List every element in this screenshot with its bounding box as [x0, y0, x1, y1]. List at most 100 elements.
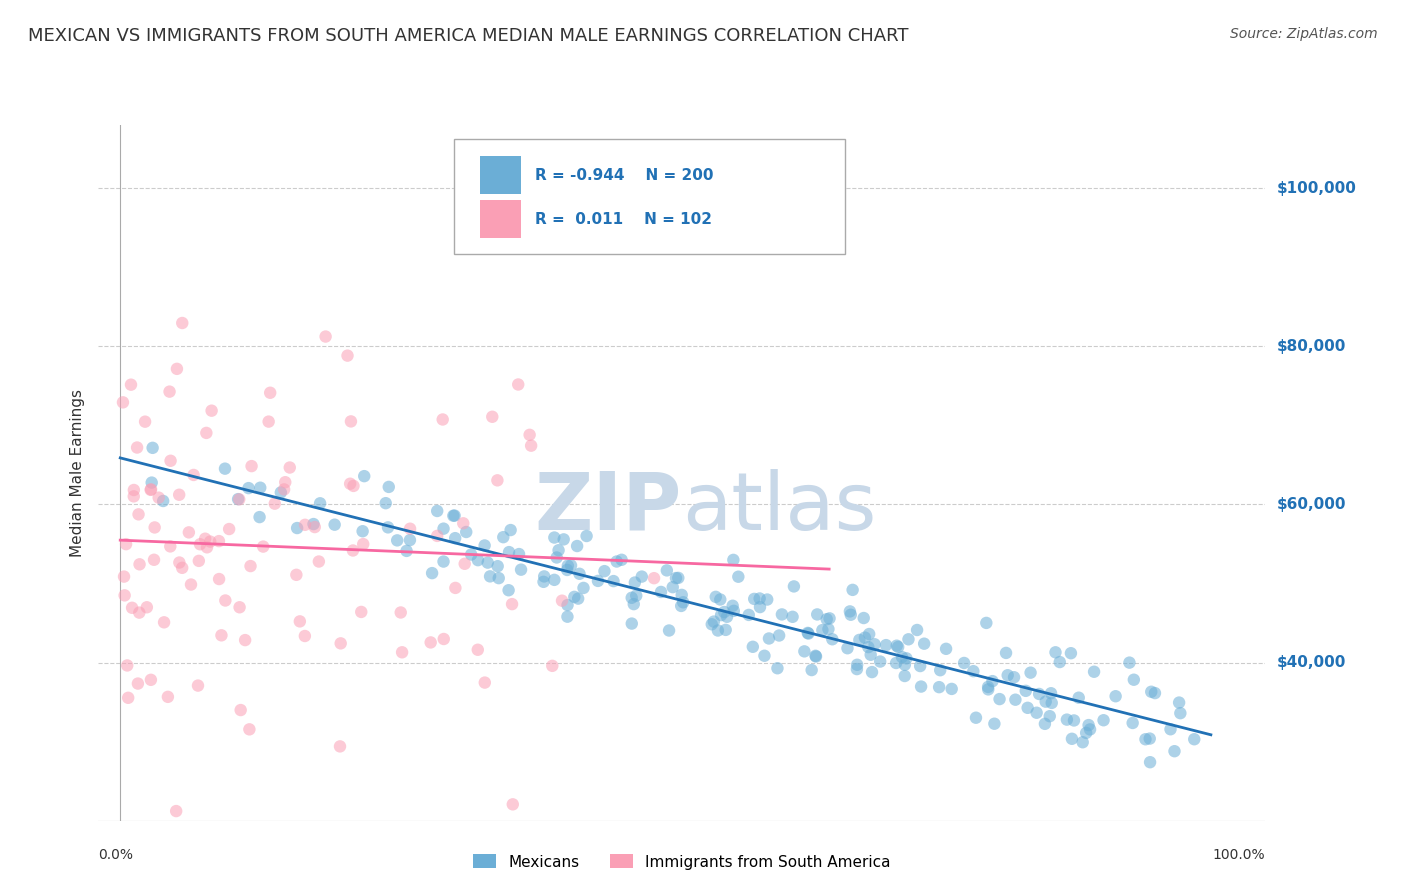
- Point: [841, 582, 863, 597]
- Point: [486, 473, 509, 487]
- Point: [630, 569, 652, 583]
- Point: [112, 569, 135, 583]
- Point: [665, 571, 688, 585]
- Point: [860, 665, 883, 679]
- Point: [498, 583, 520, 598]
- Point: [474, 675, 496, 690]
- Point: [194, 532, 217, 546]
- Point: [541, 658, 564, 673]
- Point: [1168, 696, 1191, 710]
- Point: [1056, 713, 1078, 727]
- Point: [1039, 709, 1062, 723]
- Point: [1060, 731, 1083, 746]
- Point: [896, 651, 918, 665]
- Point: [1035, 695, 1057, 709]
- Point: [928, 680, 950, 694]
- Point: [1139, 731, 1161, 746]
- Point: [661, 580, 683, 594]
- Point: [233, 633, 256, 648]
- Point: [350, 605, 373, 619]
- Point: [508, 547, 530, 561]
- Point: [710, 608, 733, 623]
- Point: [117, 690, 139, 705]
- Point: [721, 599, 744, 613]
- Point: [426, 529, 449, 543]
- Point: [139, 673, 162, 687]
- Point: [852, 611, 875, 625]
- Point: [1040, 686, 1063, 700]
- Point: [353, 469, 375, 483]
- Point: [1040, 696, 1063, 710]
- Point: [238, 723, 260, 737]
- Point: [908, 659, 931, 673]
- Point: [441, 508, 464, 523]
- Point: [135, 600, 157, 615]
- Text: ZIP: ZIP: [534, 468, 682, 547]
- Point: [454, 557, 477, 571]
- Point: [1004, 692, 1026, 706]
- Point: [143, 520, 166, 534]
- Point: [128, 606, 150, 620]
- Point: [249, 481, 271, 495]
- Point: [754, 648, 776, 663]
- Point: [1170, 706, 1192, 721]
- Point: [897, 632, 920, 647]
- Point: [1140, 685, 1163, 699]
- Point: [988, 692, 1011, 706]
- Point: [444, 531, 467, 545]
- Point: [800, 663, 823, 677]
- Point: [172, 316, 194, 330]
- Point: [399, 522, 422, 536]
- Point: [997, 668, 1019, 682]
- Point: [208, 534, 231, 549]
- Point: [655, 563, 678, 577]
- Point: [477, 556, 499, 570]
- Bar: [479, 200, 520, 238]
- Point: [285, 567, 308, 582]
- Point: [606, 554, 628, 568]
- Point: [385, 533, 408, 548]
- Point: [1143, 686, 1166, 700]
- Point: [159, 384, 181, 399]
- Point: [853, 631, 876, 645]
- Point: [848, 632, 870, 647]
- Point: [229, 703, 252, 717]
- Point: [502, 797, 524, 812]
- Point: [1122, 673, 1144, 687]
- Point: [498, 545, 520, 559]
- Point: [177, 525, 200, 540]
- Point: [159, 540, 181, 554]
- Point: [519, 427, 541, 442]
- Point: [620, 616, 643, 631]
- Point: [329, 739, 352, 754]
- Point: [533, 569, 555, 583]
- Point: [273, 483, 295, 497]
- Point: [1025, 706, 1047, 720]
- Y-axis label: Median Male Earnings: Median Male Earnings: [69, 389, 84, 557]
- Text: R =  0.011    N = 102: R = 0.011 N = 102: [534, 211, 711, 227]
- Text: atlas: atlas: [682, 468, 876, 547]
- Point: [1139, 755, 1161, 769]
- Point: [432, 522, 454, 536]
- Point: [977, 680, 1000, 694]
- Point: [127, 441, 149, 455]
- Point: [167, 488, 190, 502]
- Point: [707, 624, 730, 638]
- Point: [1182, 732, 1205, 747]
- Point: [481, 409, 503, 424]
- Point: [302, 517, 325, 532]
- Point: [208, 572, 231, 586]
- Point: [704, 590, 727, 604]
- Point: [1160, 723, 1182, 737]
- Point: [1135, 732, 1157, 747]
- Point: [323, 517, 346, 532]
- Point: [308, 555, 330, 569]
- Point: [1033, 716, 1056, 731]
- Point: [905, 623, 928, 637]
- Point: [165, 804, 187, 818]
- Text: MEXICAN VS IMMIGRANTS FROM SOUTH AMERICA MEDIAN MALE EARNINGS CORRELATION CHART: MEXICAN VS IMMIGRANTS FROM SOUTH AMERICA…: [28, 27, 908, 45]
- Point: [586, 574, 609, 588]
- Point: [551, 593, 574, 607]
- Point: [259, 385, 281, 400]
- Point: [240, 459, 263, 474]
